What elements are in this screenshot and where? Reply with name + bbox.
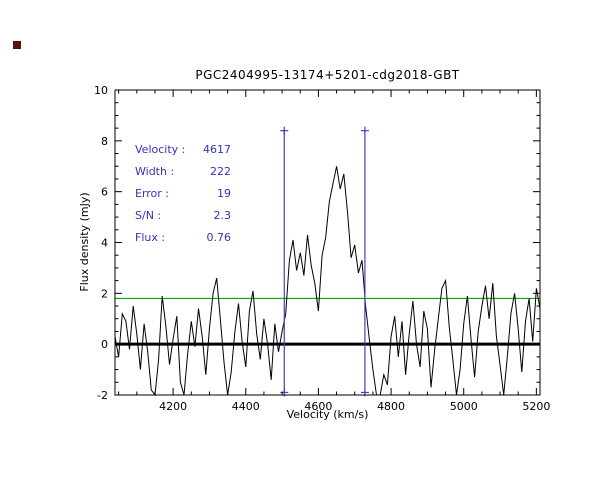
- fit-value-flux: 0.76: [206, 231, 232, 244]
- fit-value-velocity: 4617: [203, 143, 231, 156]
- fit-label-flux: Flux :: [135, 231, 166, 244]
- plot-title: PGC2404995-13174+5201-cdg2018-GBT: [195, 68, 460, 82]
- tick-label: 5200: [522, 400, 550, 413]
- fit-label-error: Error :: [135, 187, 170, 200]
- fit-value-width: 222: [210, 165, 231, 178]
- tick-label: 4800: [377, 400, 405, 413]
- fit-label-width: Width :: [135, 165, 175, 178]
- tick-label: -2: [97, 389, 108, 402]
- x-axis-label: Velocity (km/s): [286, 408, 369, 421]
- fit-row-velocity: Velocity : 4617: [135, 139, 231, 161]
- fit-row-sn: S/N : 2.3: [135, 205, 231, 227]
- tick-label: 4: [101, 237, 108, 250]
- fit-value-sn: 2.3: [213, 209, 232, 222]
- tick-label: 2: [101, 287, 108, 300]
- corner-marker: [13, 41, 21, 49]
- tick-label: 5000: [450, 400, 478, 413]
- fit-label-sn: S/N :: [135, 209, 162, 222]
- tick-label: 6: [101, 186, 108, 199]
- fit-row-error: Error : 19: [135, 183, 231, 205]
- fit-label-velocity: Velocity :: [135, 143, 186, 156]
- fit-row-flux: Flux : 0.76: [135, 227, 231, 249]
- fit-row-width: Width : 222: [135, 161, 231, 183]
- tick-label: 10: [94, 84, 108, 97]
- fit-value-error: 19: [217, 187, 231, 200]
- tick-label: 4200: [159, 400, 187, 413]
- tick-label: 4400: [232, 400, 260, 413]
- tick-label: 4600: [304, 400, 332, 413]
- fit-parameters-panel: Velocity : 4617 Width : 222 Error : 19 S…: [135, 139, 231, 249]
- tick-label: 8: [101, 135, 108, 148]
- spectrum-line: [114, 166, 541, 397]
- tick-label: 0: [101, 338, 108, 351]
